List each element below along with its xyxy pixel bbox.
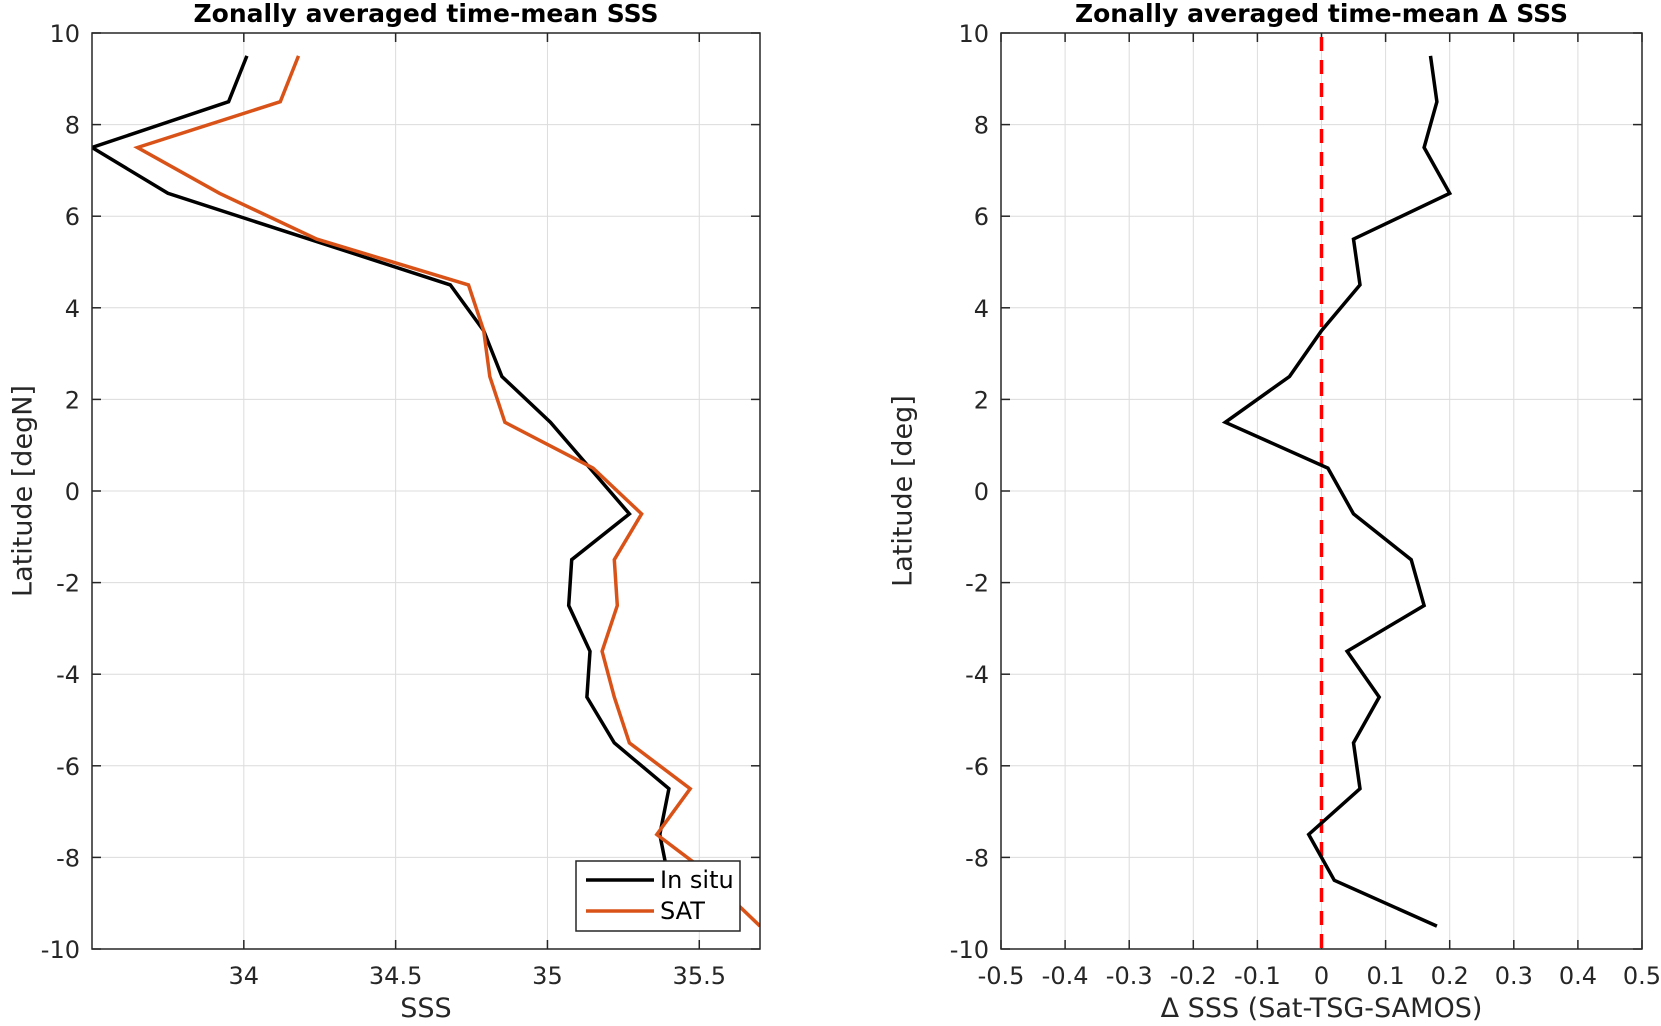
sss-y-tick-label: -6 [56, 753, 80, 781]
delta-sss-ticks: -0.5 -0.4 -0.3 -0.2 -0.1 0 0.1 0.2 0.3 0.4 0.5 -10 -… [950, 20, 1661, 990]
delta-sss-y-axis-label: Latitude [deg] [888, 395, 919, 587]
delta-sss-y-tick-label: -2 [965, 570, 989, 598]
delta-sss-x-tick-label: 0.4 [1559, 962, 1597, 990]
delta-sss-y-tick-label: -8 [965, 844, 989, 872]
sss-ticks: 34 34.5 35 35.5 -10 -8 -6 -4 -2 0 2 4 6 8 10 [41, 20, 760, 990]
delta-sss-x-tick-label: -0.5 [978, 962, 1025, 990]
sss-x-tick-label: 34.5 [369, 962, 422, 990]
delta-sss-y-tick-label: -10 [950, 936, 989, 964]
delta-sss-x-tick-label: -0.2 [1170, 962, 1217, 990]
legend-box [575, 860, 741, 932]
sss-panel: 34 34.5 35 35.5 -10 -8 -6 -4 -2 0 2 4 6 8 10 Zonally a… [8, 0, 761, 1024]
sss-y-tick-label: 10 [49, 20, 80, 48]
sss-y-tick-label: 8 [65, 112, 80, 140]
delta-sss-x-tick-label: 0.5 [1623, 962, 1661, 990]
delta-sss-x-tick-label: 0.3 [1495, 962, 1533, 990]
delta-sss-series [1221, 37, 1453, 949]
delta-sss-x-tick-label: -0.3 [1106, 962, 1153, 990]
delta-sss-grid [1000, 32, 1643, 950]
delta-sss-y-tick-label: 6 [974, 203, 989, 231]
sss-x-tick-label: 34 [229, 962, 260, 990]
sss-x-axis-label: SSS [400, 993, 451, 1024]
sss-y-axis-label: Latitude [degN] [8, 385, 39, 597]
sss-y-tick-label: -10 [41, 936, 80, 964]
delta-sss-y-tick-label: 0 [974, 478, 989, 506]
delta-sss-y-tick-label: 4 [974, 295, 989, 323]
sss-y-tick-label: -4 [56, 661, 80, 689]
delta-sss-x-axis-label: Δ SSS (Sat-TSG-SAMOS) [1161, 993, 1483, 1024]
delta-sss-x-tick-label: 0 [1314, 962, 1329, 990]
sss-y-tick-label: -8 [56, 844, 80, 872]
sss-y-tick-label: -2 [56, 570, 80, 598]
sss-x-tick-label: 35.5 [673, 962, 726, 990]
delta-sss-y-tick-label: -6 [965, 753, 989, 781]
sss-series [92, 55, 760, 928]
delta-sss-y-tick-label: 2 [974, 386, 989, 414]
delta-sss-x-tick-label: 0.2 [1431, 962, 1469, 990]
legend-label-in-situ: In situ [660, 866, 734, 894]
delta-sss-axes-frame [1000, 32, 1643, 950]
delta-sss-y-tick-label: 10 [958, 20, 989, 48]
delta-sss-y-tick-label: -4 [965, 661, 989, 689]
sss-y-tick-label: 0 [65, 478, 80, 506]
sss-x-tick-label: 35 [532, 962, 563, 990]
sss-y-tick-label: 4 [65, 295, 80, 323]
delta-sss-panel: -0.5 -0.4 -0.3 -0.2 -0.1 0 0.1 0.2 0.3 0.4 0.5 -10 -… [888, 0, 1661, 1024]
sss-chart-title: Zonally averaged time-mean SSS [194, 0, 659, 28]
delta-sss-series-line-delta [1221, 55, 1453, 928]
sss-grid [92, 32, 760, 950]
delta-sss-x-tick-label: 0.1 [1367, 962, 1405, 990]
sss-series-line-in-situ [92, 55, 671, 928]
sss-axes-frame [91, 32, 761, 950]
delta-sss-x-tick-label: -0.4 [1042, 962, 1089, 990]
delta-sss-x-tick-label: -0.1 [1234, 962, 1281, 990]
sss-y-tick-label: 2 [65, 386, 80, 414]
delta-sss-chart-title: Zonally averaged time-mean Δ SSS [1075, 0, 1568, 28]
sss-series-line-sat [133, 55, 760, 928]
delta-sss-y-tick-label: 8 [974, 112, 989, 140]
sss-y-tick-label: 6 [65, 203, 80, 231]
sss-legend: In situ SAT [575, 860, 741, 932]
legend-label-sat: SAT [660, 897, 705, 925]
